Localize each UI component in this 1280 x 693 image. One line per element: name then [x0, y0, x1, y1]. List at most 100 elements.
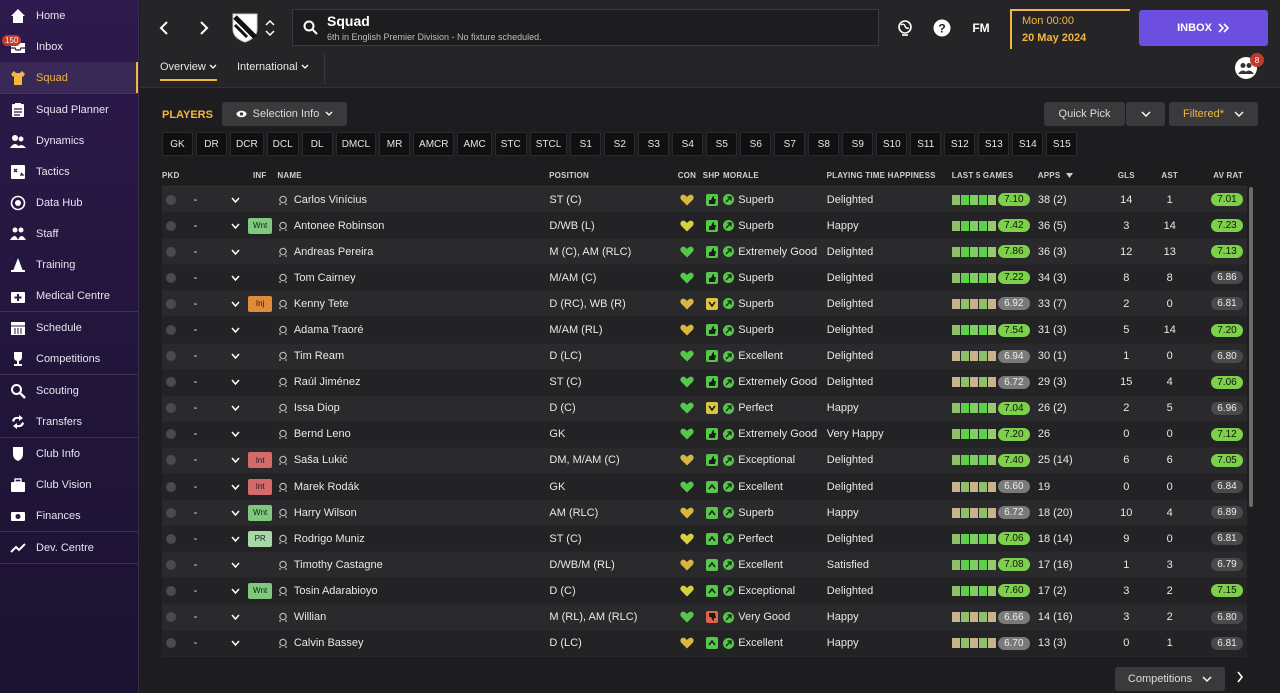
player-name-cell[interactable]: Tosin Adarabioyo — [274, 585, 550, 597]
player-name[interactable]: Saša Lukić — [293, 454, 348, 467]
position-filter-s14[interactable]: S14 — [1012, 132, 1044, 156]
table-row[interactable]: - Tom Cairney M/AM (C) Superb Delighted 7.22 3… — [162, 265, 1247, 292]
table-row[interactable]: - Raúl Jiménez ST (C) Extremely Good Delight… — [162, 369, 1247, 396]
position-filter-s13[interactable]: S13 — [978, 132, 1010, 156]
sidebar-item-finances[interactable]: Finances — [0, 500, 138, 531]
sidebar-item-dev-centre[interactable]: Dev. Centre — [0, 532, 138, 563]
sidebar-item-squad[interactable]: Squad — [0, 62, 138, 93]
selection-dropdown[interactable]: - — [180, 246, 247, 258]
pkd-cell[interactable] — [162, 455, 180, 466]
last5-cell[interactable]: 6.72 — [951, 375, 1036, 389]
col-name[interactable]: NAME — [277, 171, 302, 180]
table-row[interactable]: - Bernd Leno GK Extremely Good Very Happy 7.2… — [162, 421, 1247, 448]
position-filter-dmcl[interactable]: DMCL — [335, 132, 377, 156]
table-row[interactable]: - Timothy Castagne D/WB/M (RL) Excellent Sat… — [162, 552, 1247, 579]
player-name-cell[interactable]: Antonee Robinson — [274, 220, 550, 232]
game-date[interactable]: Mon 00:00 20 May 2024 — [1010, 9, 1130, 49]
table-row[interactable]: - Inj Kenny Tete D (RC), WB (R) Superb Deligh… — [162, 291, 1247, 318]
position-filter-dl[interactable]: DL — [301, 132, 333, 156]
last5-cell[interactable]: 7.08 — [951, 558, 1036, 572]
player-name-cell[interactable]: Tim Ream — [274, 350, 550, 362]
page-title-box[interactable]: Squad 6th in English Premier Division - … — [292, 9, 879, 46]
col-playing-time-happiness[interactable]: PLAYING TIME HAPPINESS — [826, 171, 936, 180]
position-filter-s7[interactable]: S7 — [774, 132, 806, 156]
position-filter-dr[interactable]: DR — [196, 132, 227, 156]
position-filter-s10[interactable]: S10 — [876, 132, 908, 156]
sidebar-item-tactics[interactable]: Tactics — [0, 156, 138, 187]
player-name[interactable]: Andreas Pereira — [293, 245, 374, 258]
position-filter-s1[interactable]: S1 — [570, 132, 602, 156]
back-button[interactable] — [156, 18, 172, 38]
position-filter-gk[interactable]: GK — [162, 132, 193, 156]
fm-menu-button[interactable]: FM — [972, 21, 990, 35]
position-filter-s2[interactable]: S2 — [604, 132, 636, 156]
pkd-cell[interactable] — [162, 638, 180, 649]
quick-pick-button[interactable]: Quick Pick — [1044, 102, 1125, 126]
player-name-cell[interactable]: Carlos Vinícius — [274, 194, 550, 206]
pkd-cell[interactable] — [162, 298, 180, 309]
last5-cell[interactable]: 6.94 — [951, 349, 1036, 363]
sidebar-item-squad-planner[interactable]: Squad Planner — [0, 94, 138, 125]
table-row[interactable]: - Int Marek Rodák GK Excellent Delighted 6.60 1… — [162, 474, 1247, 501]
sidebar-item-home[interactable]: Home — [0, 0, 138, 31]
inf-tag[interactable]: Wnt — [248, 582, 273, 599]
position-filter-s5[interactable]: S5 — [706, 132, 738, 156]
position-filter-stc[interactable]: STC — [494, 132, 527, 156]
player-name[interactable]: Willian — [293, 611, 327, 624]
selection-dropdown[interactable]: - — [180, 272, 247, 284]
player-name-cell[interactable]: Marek Rodák — [274, 481, 550, 493]
col-position[interactable]: POSITION — [549, 171, 589, 180]
table-row[interactable]: - Willian M (RL), AM (RLC) Very Good Happy 6.… — [162, 604, 1247, 631]
club-badge[interactable] — [228, 10, 262, 44]
selection-dropdown[interactable]: - — [180, 350, 247, 362]
selection-dropdown[interactable]: - — [180, 611, 247, 623]
last5-cell[interactable]: 6.60 — [951, 480, 1036, 494]
table-row[interactable]: - Carlos Vinícius ST (C) Superb Delighted 7.1… — [162, 187, 1247, 214]
position-filter-mr[interactable]: MR — [379, 132, 411, 156]
table-row[interactable]: - Issa Diop D (C) Perfect Happy 7.04 26 (2) 2 5 6… — [162, 395, 1247, 422]
player-name[interactable]: Rodrigo Muniz — [293, 532, 365, 545]
selection-dropdown[interactable]: - — [180, 481, 247, 493]
position-filter-s11[interactable]: S11 — [910, 132, 942, 156]
selection-dropdown[interactable]: - — [180, 194, 247, 206]
pkd-cell[interactable] — [162, 377, 180, 388]
sidebar-item-medical-centre[interactable]: Medical Centre — [0, 280, 138, 311]
col-morale[interactable]: MORALE — [723, 171, 759, 180]
tab-overview[interactable]: Overview — [160, 61, 217, 81]
selection-dropdown[interactable]: - — [180, 585, 247, 597]
last5-cell[interactable]: 7.04 — [951, 401, 1036, 415]
selection-dropdown[interactable]: - — [180, 559, 247, 571]
player-name[interactable]: Marek Rodák — [293, 480, 360, 493]
player-name-cell[interactable]: Willian — [274, 611, 550, 623]
player-name[interactable]: Issa Diop — [293, 402, 340, 415]
sidebar-item-scouting[interactable]: Scouting — [0, 375, 138, 406]
sidebar-item-club-vision[interactable]: Club Vision — [0, 469, 138, 500]
sidebar-item-dynamics[interactable]: Dynamics — [0, 125, 138, 156]
player-name-cell[interactable]: Issa Diop — [274, 402, 550, 414]
col-av-rat[interactable]: AV RAT — [1213, 171, 1244, 180]
col-apps[interactable]: APPS — [1036, 171, 1103, 180]
col-pkd[interactable]: PKD — [162, 171, 180, 180]
player-name-cell[interactable]: Rodrigo Muniz — [274, 533, 550, 545]
inf-tag[interactable]: PR — [248, 530, 273, 547]
position-filter-s6[interactable]: S6 — [740, 132, 772, 156]
table-row[interactable]: - Int Saša Lukić DM, M/AM (C) Exceptional Del… — [162, 447, 1247, 475]
last5-cell[interactable]: 6.70 — [951, 636, 1036, 650]
player-name-cell[interactable]: Raúl Jiménez — [274, 376, 550, 388]
player-name[interactable]: Bernd Leno — [293, 428, 351, 441]
table-row[interactable]: - Adama Traoré M/AM (RL) Superb Delighted 7.5… — [162, 317, 1247, 344]
pkd-cell[interactable] — [162, 533, 180, 544]
col-gls[interactable]: GLS — [1117, 171, 1135, 180]
inf-tag[interactable]: Int — [248, 452, 273, 469]
table-row[interactable]: - Calvin Bassey D (LC) Excellent Happy 6.70 13… — [162, 630, 1247, 657]
selection-dropdown[interactable]: - — [180, 507, 247, 519]
player-name[interactable]: Tom Cairney — [293, 271, 356, 284]
pkd-cell[interactable] — [162, 220, 180, 231]
selection-dropdown[interactable]: - — [180, 637, 247, 649]
pkd-cell[interactable] — [162, 585, 180, 596]
inf-tag[interactable]: Inj — [248, 295, 273, 312]
last5-cell[interactable]: 7.54 — [951, 323, 1036, 337]
selection-dropdown[interactable]: - — [180, 402, 247, 414]
player-name-cell[interactable]: Adama Traoré — [274, 324, 550, 336]
last5-cell[interactable]: 7.20 — [951, 427, 1036, 441]
